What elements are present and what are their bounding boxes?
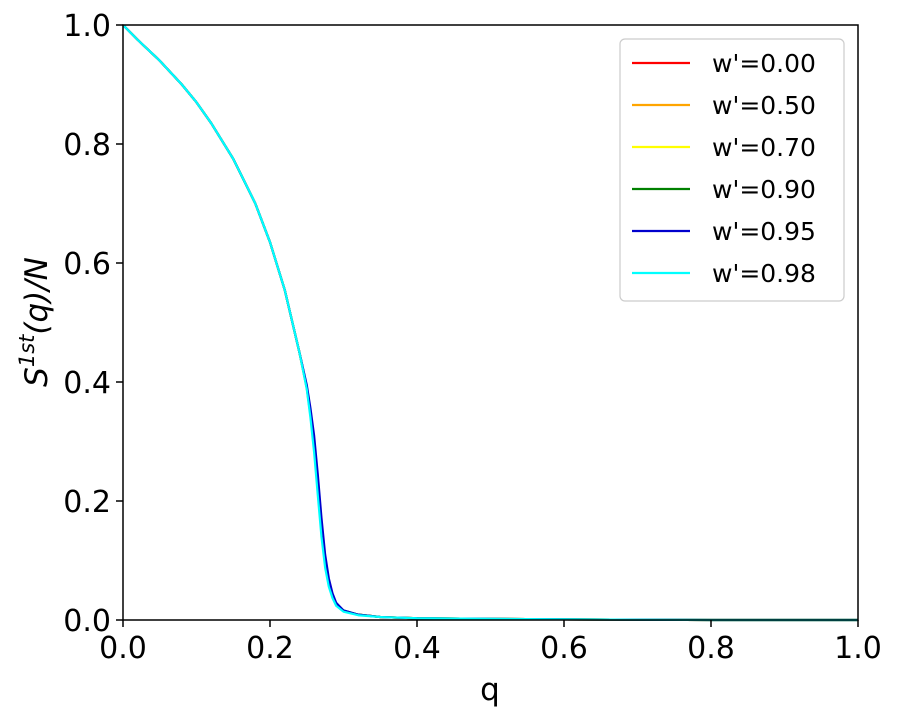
- y-tick-label-0: 0.0: [63, 604, 111, 639]
- x-tick-label-5: 1.0: [834, 631, 882, 666]
- y-axis-label: S1st(q)/N: [15, 257, 55, 387]
- y-tick-label-4: 0.8: [63, 128, 111, 163]
- y-axis-label-sup: 1st: [15, 334, 39, 367]
- x-tick-label-4: 0.8: [687, 631, 735, 666]
- y-tick-label-1: 0.2: [63, 485, 111, 520]
- y-axis-label-base: S: [19, 367, 55, 387]
- legend-label-4: w'=0.95: [712, 217, 816, 246]
- x-axis: 0.0 0.2 0.4 0.6 0.8 1.0: [99, 620, 882, 666]
- plot-frame: [122, 24, 859, 621]
- legend-label-5: w'=0.98: [712, 259, 816, 288]
- y-axis-label-rest: (q)/N: [19, 257, 55, 335]
- series-layer: [122, 24, 858, 622]
- legend-label-3: w'=0.90: [712, 175, 816, 204]
- y-tick-label-2: 0.4: [63, 366, 111, 401]
- x-tick-label-2: 0.4: [393, 631, 441, 666]
- legend-label-1: w'=0.50: [712, 91, 816, 120]
- legend-label-2: w'=0.70: [712, 133, 816, 162]
- x-tick-label-0: 0.0: [99, 631, 147, 666]
- series-line-5: [122, 24, 858, 622]
- x-tick-label-1: 0.2: [246, 631, 294, 666]
- y-tick-label-5: 1.0: [63, 9, 111, 44]
- y-tick-label-3: 0.6: [63, 247, 111, 282]
- legend: w'=0.00 w'=0.50 w'=0.70 w'=0.90 w'=0.95 w'=0.…: [619, 38, 845, 302]
- x-axis-label: q: [480, 672, 500, 708]
- x-tick-label-3: 0.6: [540, 631, 588, 666]
- y-axis: 0.0 0.2 0.4 0.6 0.8 1.0: [63, 9, 123, 639]
- legend-label-0: w'=0.00: [712, 49, 816, 78]
